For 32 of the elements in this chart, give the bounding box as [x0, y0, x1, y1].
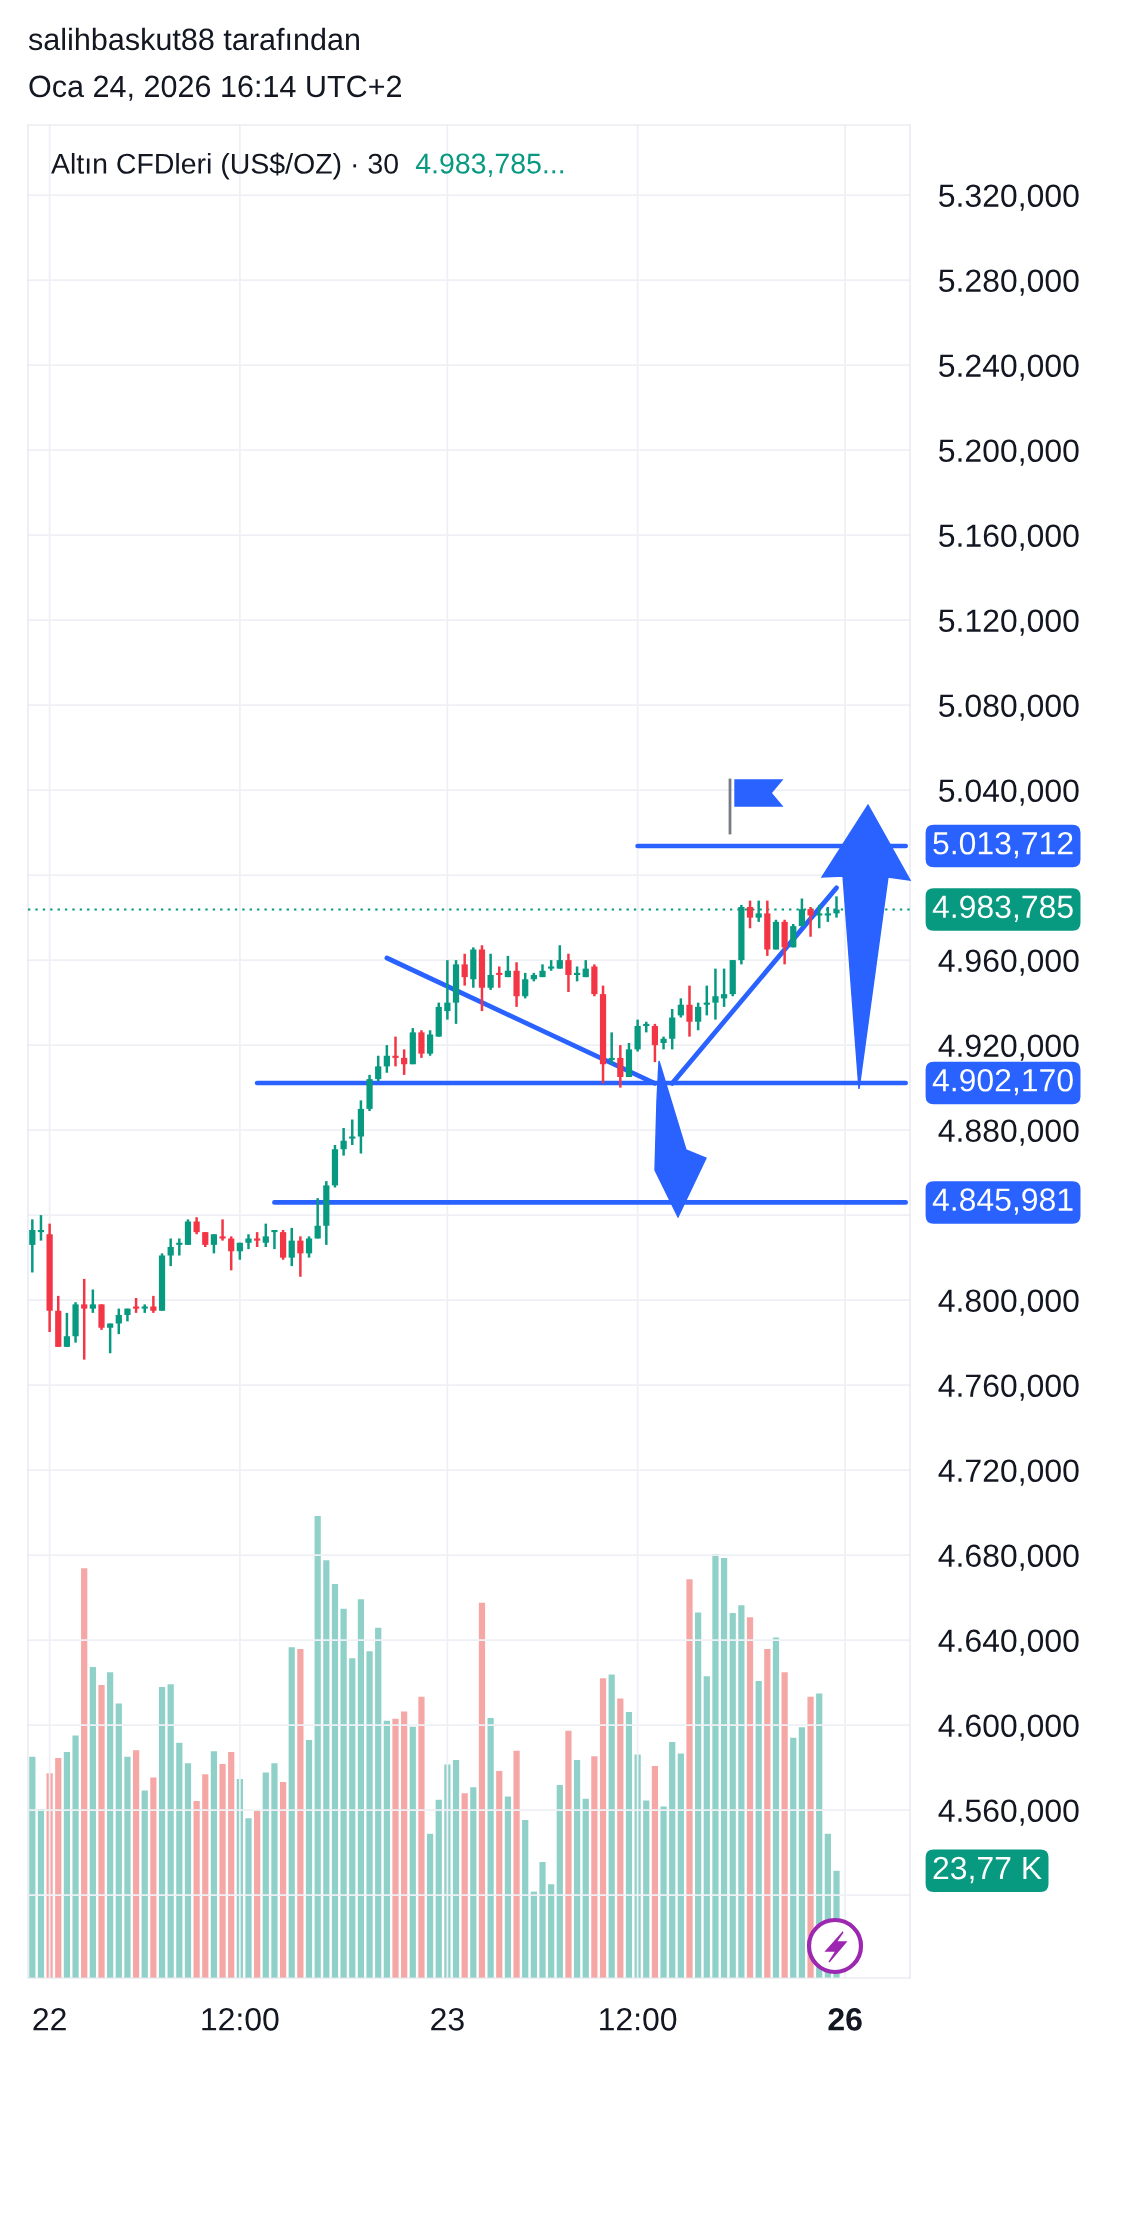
chart-title: salihbaskut88 tarafından — [28, 27, 359, 51]
annotation: Altın CFDleri (US$/OZ) · 30 — [51, 152, 398, 180]
x-tick-label: 23 — [431, 2008, 464, 2031]
y-tick-label: 5.160,000 — [939, 524, 1079, 551]
text: 23,77 K — [933, 1856, 1042, 1884]
y-tick-label: 4.560,000 — [938, 1799, 1079, 1826]
data-label: 4.902,170 — [932, 1068, 1073, 1096]
y-tick-label: 4.720,000 — [938, 1459, 1079, 1486]
data-label: 5.013,712 — [933, 831, 1073, 859]
y-tick-label: 4.800,000 — [938, 1289, 1079, 1316]
y-tick-label: 5.200,000 — [939, 439, 1079, 466]
y-tick-label: 5.080,000 — [939, 694, 1079, 721]
x-tick-label: 12:00 — [202, 2008, 279, 2031]
x-tick-label: 22 — [33, 2008, 66, 2031]
y-tick-label: 4.880,000 — [938, 1119, 1079, 1146]
y-tick-label: 5.280,000 — [939, 269, 1079, 296]
annotation: 4.983,785... — [415, 153, 564, 178]
y-tick-label: 4.920,000 — [938, 1034, 1079, 1061]
y-tick-label: 4.600,000 — [938, 1714, 1079, 1741]
y-tick-label: 4.680,000 — [938, 1544, 1079, 1571]
y-tick-label: 4.960,000 — [938, 949, 1079, 976]
y-tick-label: 5.320,000 — [939, 184, 1079, 211]
y-tick-label: 5.240,000 — [939, 354, 1079, 381]
ref-line-label: 4.983,785 — [932, 895, 1073, 922]
chart-subtitle: Oca 24, 2026 16:14 UTC+2 — [29, 75, 402, 101]
data-label: 4.845,981 — [932, 1188, 1073, 1215]
y-tick-label: 4.760,000 — [938, 1374, 1079, 1401]
y-tick-label: 5.120,000 — [939, 609, 1079, 636]
y-tick-label: 5.040,000 — [939, 779, 1079, 806]
x-tick-label: 12:00 — [600, 2008, 677, 2031]
x-tick-label: 26 — [828, 2008, 862, 2031]
y-tick-label: 4.640,000 — [938, 1629, 1079, 1656]
